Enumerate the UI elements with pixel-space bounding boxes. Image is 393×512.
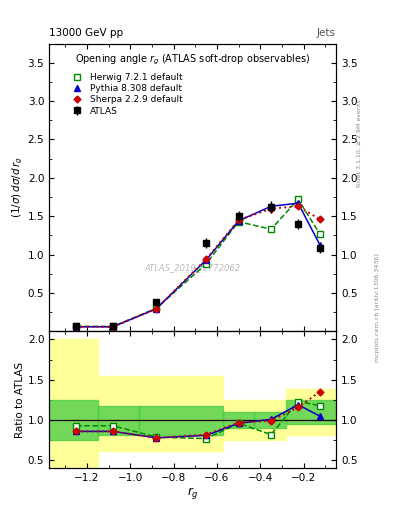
Pythia 8.308 default [74,324,79,330]
Pythia 8.308 default [296,200,301,206]
Sherpa 2.2.9 default [236,217,241,223]
Text: Jets: Jets [317,28,336,38]
Pythia 8.308 default [154,306,159,312]
Herwig 7.2.1 default [236,219,241,225]
Sherpa 2.2.9 default [204,256,208,262]
Line: Sherpa 2.2.9 default: Sherpa 2.2.9 default [74,204,322,329]
X-axis label: $r_g$: $r_g$ [187,485,198,501]
Sherpa 2.2.9 default [111,324,116,330]
Sherpa 2.2.9 default [296,203,301,209]
Pythia 8.308 default [111,324,116,330]
Pythia 8.308 default [204,257,208,263]
Herwig 7.2.1 default [318,231,322,237]
Pythia 8.308 default [318,242,322,248]
Herwig 7.2.1 default [269,226,274,232]
Text: Opening angle $r_g$ (ATLAS soft-drop observables): Opening angle $r_g$ (ATLAS soft-drop obs… [75,52,310,67]
Sherpa 2.2.9 default [269,205,274,211]
Herwig 7.2.1 default [111,324,116,330]
Y-axis label: $(1/\sigma)\,d\sigma/d\,r_g$: $(1/\sigma)\,d\sigma/d\,r_g$ [11,157,25,219]
Herwig 7.2.1 default [296,196,301,202]
Herwig 7.2.1 default [154,305,159,311]
Sherpa 2.2.9 default [74,324,79,330]
Text: 13000 GeV pp: 13000 GeV pp [49,28,123,38]
Sherpa 2.2.9 default [318,216,322,222]
Text: ATLAS_2019_I1772062: ATLAS_2019_I1772062 [145,264,241,272]
Pythia 8.308 default [269,203,274,209]
Herwig 7.2.1 default [204,261,208,267]
Text: Rivet 3.1.10, ≥ 2.9M events: Rivet 3.1.10, ≥ 2.9M events [357,99,362,187]
Line: Pythia 8.308 default: Pythia 8.308 default [73,200,323,330]
Y-axis label: Ratio to ATLAS: Ratio to ATLAS [15,362,25,438]
Pythia 8.308 default [236,218,241,224]
Text: mcplots.cern.ch [arXiv:1306.3436]: mcplots.cern.ch [arXiv:1306.3436] [375,253,380,361]
Line: Herwig 7.2.1 default: Herwig 7.2.1 default [73,196,323,330]
Sherpa 2.2.9 default [154,306,159,312]
Herwig 7.2.1 default [74,324,79,330]
Legend: Herwig 7.2.1 default, Pythia 8.308 default, Sherpa 2.2.9 default, ATLAS: Herwig 7.2.1 default, Pythia 8.308 defau… [65,71,185,117]
